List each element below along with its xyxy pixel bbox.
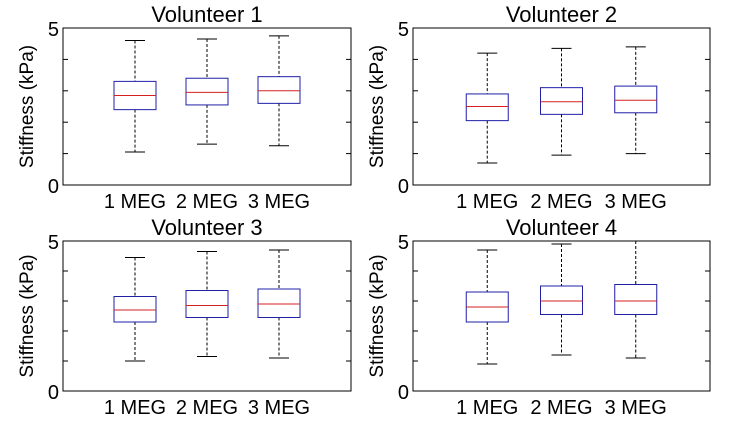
iqr-box (113, 296, 157, 323)
y-tick-label: 0 (398, 382, 409, 404)
box-plot-3 (257, 35, 301, 147)
x-tick-label: 3 MEG (248, 397, 310, 419)
y-tick-label: 5 (48, 232, 59, 254)
box-plot-1 (113, 257, 157, 362)
box-plot-3 (257, 249, 301, 359)
x-tick-label: 2 MEG (176, 191, 238, 213)
y-axis-label: Stiffness (kPa) (17, 254, 38, 377)
box-plot-2 (540, 243, 583, 356)
y-tick-label: 0 (48, 176, 59, 198)
box-plot-2 (540, 47, 583, 156)
y-tick-label: 5 (398, 232, 409, 254)
iqr-box (257, 76, 301, 104)
y-tick-label: 0 (398, 176, 409, 198)
x-tick-label: 3 MEG (605, 191, 667, 213)
chart-panel-2: Volunteer 2 5 0 Stiffness (kPa) 1 MEG 2 MEG 3 … (367, 2, 711, 213)
y-axis-label: Stiffness (kPa) (17, 45, 38, 168)
chart-title: Volunteer 4 (506, 215, 617, 240)
x-tick-label: 1 MEG (456, 191, 518, 213)
chart-title: Volunteer 2 (506, 2, 617, 27)
iqr-box (614, 284, 658, 315)
y-tick-label: 5 (398, 19, 409, 41)
box-plot-1 (465, 249, 509, 365)
box-plot-3 (614, 46, 658, 155)
box-plot-2 (185, 251, 229, 357)
x-tick-label: 3 MEG (605, 397, 667, 419)
x-tick-label: 1 MEG (104, 191, 166, 213)
iqr-box (465, 93, 509, 122)
x-tick-label: 1 MEG (456, 397, 518, 419)
chart-title: Volunteer 1 (151, 2, 262, 27)
chart-panel-1: Volunteer 1 5 0 Stiffness (kPa) 1 MEG 2 MEG 3 … (17, 2, 352, 213)
x-tick-label: 2 MEG (530, 191, 592, 213)
box-plot-1 (113, 40, 157, 153)
iqr-box (540, 87, 583, 115)
chart-panel-3: Volunteer 3 5 0 Stiffness (kPa) 1 MEG 2 MEG 3 … (17, 215, 352, 419)
x-tick-label: 2 MEG (530, 397, 592, 419)
box-plot-2 (185, 38, 229, 145)
chart-panel-4: Volunteer 4 5 0 Stiffness (kPa) 1 MEG 2 MEG 3 … (367, 215, 711, 419)
axes-frame (62, 27, 352, 186)
box-plot-1 (465, 52, 509, 164)
y-axis-label: Stiffness (kPa) (367, 254, 388, 377)
x-tick-label: 3 MEG (248, 191, 310, 213)
x-tick-label: 2 MEG (176, 397, 238, 419)
iqr-box (614, 85, 658, 114)
y-tick-label: 0 (48, 382, 59, 404)
y-tick-label: 5 (48, 19, 59, 41)
axes-frame (412, 27, 711, 186)
y-axis-label: Stiffness (kPa) (367, 45, 388, 168)
iqr-box (185, 290, 229, 318)
iqr-box (257, 288, 301, 318)
box-plot-3 (614, 240, 658, 359)
iqr-box (185, 77, 229, 106)
chart-title: Volunteer 3 (151, 215, 262, 240)
axes-frame (62, 240, 352, 392)
iqr-box (540, 285, 583, 315)
axes-frame (412, 240, 711, 392)
x-tick-label: 1 MEG (104, 397, 166, 419)
